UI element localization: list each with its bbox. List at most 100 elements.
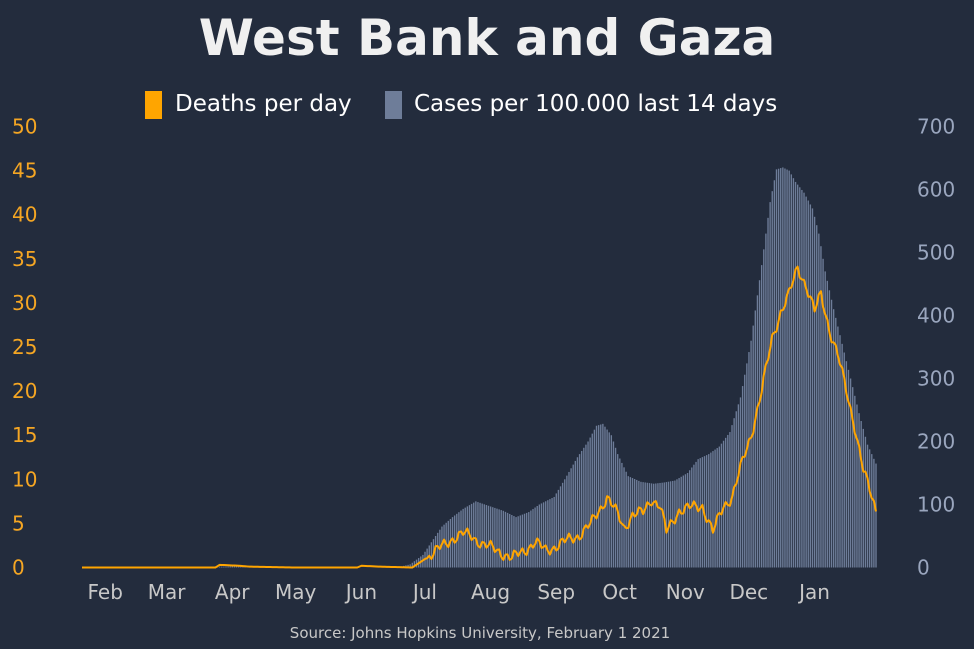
cases-bar bbox=[811, 208, 814, 568]
cases-bar bbox=[830, 299, 833, 568]
cases-bar bbox=[665, 482, 668, 568]
cases-bar bbox=[712, 451, 714, 568]
cases-bar bbox=[509, 513, 511, 568]
y-left-tick-label: 20 bbox=[12, 379, 37, 403]
cases-bar bbox=[767, 217, 769, 568]
cases-bar bbox=[873, 458, 875, 568]
cases-bar bbox=[409, 564, 411, 568]
cases-bar bbox=[479, 502, 481, 568]
cases-bar bbox=[695, 461, 697, 568]
cases-bar bbox=[661, 482, 663, 568]
legend-label-cases: Cases per 100.000 last 14 days bbox=[414, 91, 777, 117]
cases-bar bbox=[868, 449, 871, 568]
cases-bar bbox=[691, 467, 693, 568]
cases-bar bbox=[659, 482, 661, 568]
cases-bar bbox=[871, 454, 873, 568]
cases-bar bbox=[496, 508, 498, 568]
legend: Deaths per day Cases per 100.000 last 14… bbox=[145, 91, 777, 119]
cases-bar bbox=[585, 444, 587, 568]
cases-bar bbox=[462, 508, 464, 568]
cases-bar bbox=[847, 369, 850, 568]
cases-bar bbox=[587, 441, 589, 568]
cases-bar bbox=[547, 500, 549, 568]
cases-bar bbox=[485, 505, 488, 568]
cases-bar bbox=[564, 479, 566, 568]
cases-bar bbox=[555, 493, 557, 568]
cases-bar bbox=[710, 452, 712, 568]
cases-bar bbox=[619, 458, 621, 568]
cases-bar bbox=[602, 423, 604, 568]
cases-bar bbox=[583, 447, 585, 568]
cases-bar bbox=[623, 467, 625, 568]
cases-bar bbox=[672, 480, 674, 568]
cases-bar bbox=[839, 335, 841, 568]
cases-bar bbox=[519, 515, 521, 568]
x-tick-label: Sep bbox=[537, 580, 575, 604]
cases-bar bbox=[860, 421, 862, 568]
y-left-tick-label: 25 bbox=[12, 335, 37, 359]
cases-bar bbox=[614, 447, 617, 568]
cases-bar bbox=[722, 440, 725, 568]
cases-bar bbox=[809, 204, 812, 568]
cases-bar bbox=[856, 404, 858, 568]
cases-bar bbox=[441, 526, 443, 568]
cases-bar bbox=[570, 468, 572, 568]
cases-bar bbox=[515, 517, 517, 568]
cases-bar bbox=[824, 271, 826, 568]
cases-bar bbox=[572, 464, 574, 568]
source-note: Source: Johns Hopkins University, Februa… bbox=[290, 624, 670, 642]
cases-bar bbox=[858, 413, 860, 568]
y-right-tick-label: 600 bbox=[917, 178, 955, 202]
cases-bar bbox=[430, 542, 433, 568]
cases-bar bbox=[227, 566, 229, 568]
y-left-tick-label: 50 bbox=[12, 115, 37, 139]
y-left-tick-label: 15 bbox=[12, 423, 37, 447]
cases-bar bbox=[511, 515, 513, 568]
cases-bar bbox=[595, 425, 598, 568]
cases-bar bbox=[223, 566, 225, 568]
cases-bar bbox=[750, 340, 752, 568]
cases-bar bbox=[777, 168, 780, 568]
cases-bar bbox=[551, 498, 553, 568]
cases-bar bbox=[705, 455, 708, 568]
y-right-tick-label: 700 bbox=[917, 115, 955, 139]
cases-bar bbox=[849, 378, 852, 568]
cases-bar bbox=[233, 566, 236, 568]
cases-bar bbox=[225, 566, 227, 568]
cases-bar bbox=[741, 386, 744, 568]
cases-bar bbox=[841, 343, 843, 568]
y-left-tick-label: 45 bbox=[12, 159, 37, 183]
cases-bar bbox=[746, 363, 748, 568]
cases-bar bbox=[434, 536, 437, 568]
cases-bar bbox=[523, 513, 526, 568]
cases-bar bbox=[682, 475, 685, 568]
cases-bar bbox=[492, 507, 494, 568]
cases-bar bbox=[458, 512, 460, 568]
chart-title: West Bank and Gaza bbox=[199, 9, 776, 67]
cases-bar bbox=[576, 457, 579, 568]
cases-bar bbox=[540, 503, 543, 568]
cases-bar bbox=[235, 566, 238, 568]
cases-bar bbox=[229, 566, 231, 568]
cases-bar bbox=[407, 564, 409, 568]
cases-bar bbox=[756, 295, 759, 568]
cases-bar bbox=[845, 361, 848, 568]
cases-bar bbox=[699, 458, 701, 568]
cases-bar bbox=[604, 426, 606, 568]
cases-bar bbox=[549, 499, 551, 568]
cases-bar bbox=[502, 510, 505, 568]
cases-bar bbox=[653, 483, 655, 568]
cases-bar bbox=[769, 202, 771, 568]
cases-bar bbox=[864, 436, 867, 568]
cases-bar bbox=[413, 561, 416, 568]
cases-bar bbox=[473, 502, 475, 568]
cases-bar bbox=[589, 437, 591, 568]
cases-bar bbox=[593, 429, 596, 568]
cases-bar bbox=[716, 448, 718, 568]
cases-bar bbox=[832, 309, 835, 568]
cases-bar bbox=[638, 480, 640, 568]
cases-bar bbox=[545, 501, 547, 568]
cases-bar bbox=[796, 184, 799, 568]
cases-bar bbox=[557, 489, 560, 568]
